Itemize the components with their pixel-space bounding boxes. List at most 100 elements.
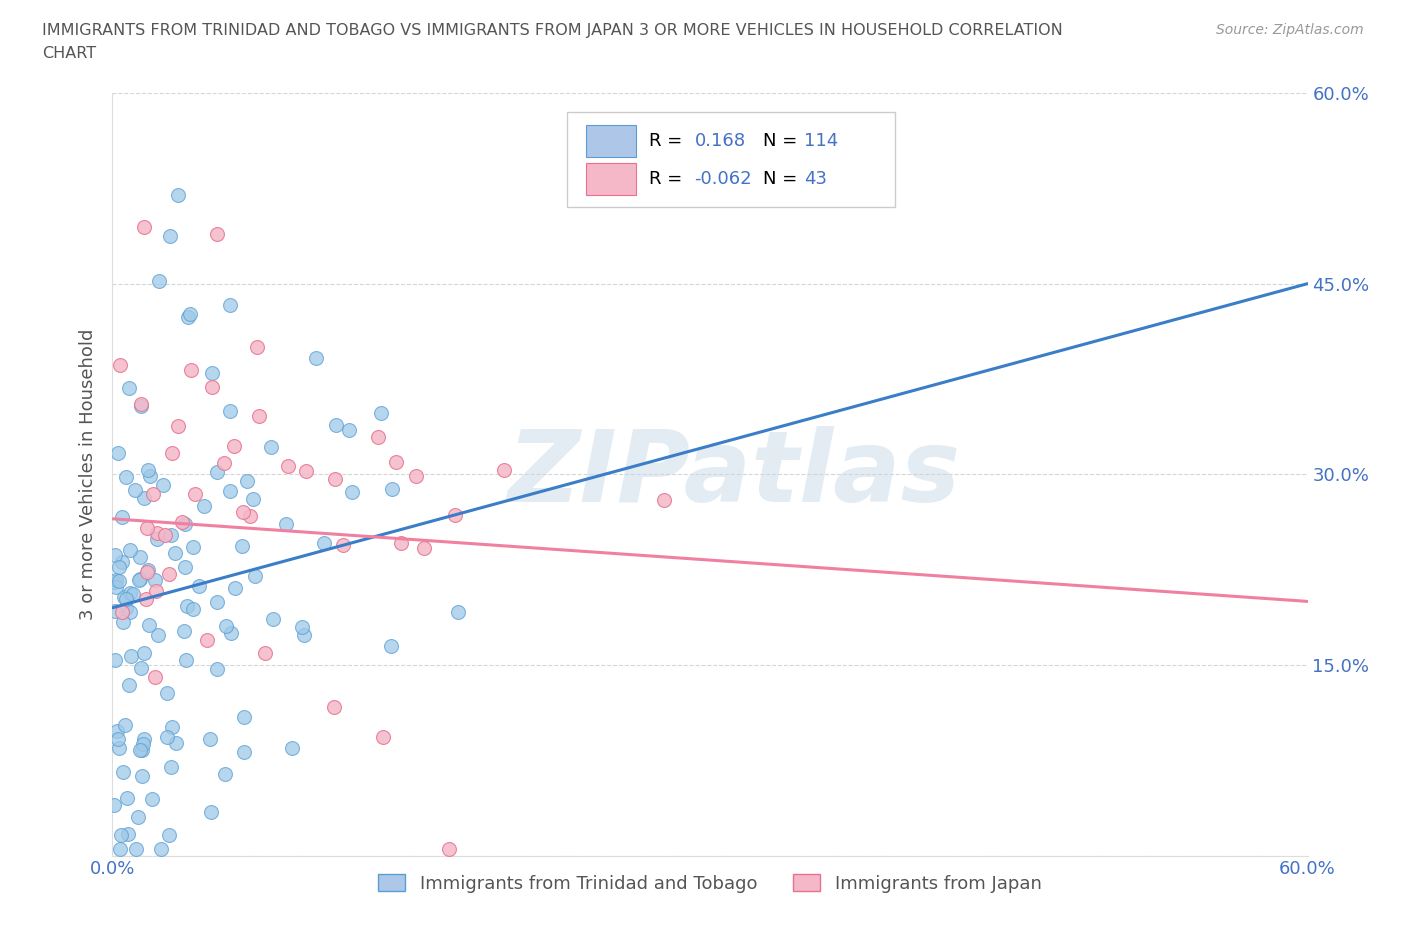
Point <box>120 542 142 557</box>
Point <box>367 430 389 445</box>
Point <box>312 536 335 551</box>
Text: R =: R = <box>650 132 682 150</box>
Point <box>176 598 198 613</box>
Point <box>262 612 284 627</box>
Text: -0.062: -0.062 <box>695 170 752 188</box>
Point <box>146 531 169 546</box>
Point <box>239 509 262 524</box>
Point <box>254 645 277 660</box>
Point <box>104 604 127 618</box>
Point <box>205 464 228 479</box>
Point <box>277 458 299 473</box>
Point <box>304 351 326 365</box>
Point <box>174 517 197 532</box>
Point <box>292 628 315 643</box>
Point <box>138 618 160 632</box>
Point <box>177 310 200 325</box>
Text: ZIPatlas: ZIPatlas <box>508 426 960 523</box>
Point <box>174 560 197 575</box>
Point <box>188 578 211 593</box>
Point <box>339 422 361 437</box>
Point <box>107 445 129 460</box>
Point <box>332 538 354 552</box>
Point <box>131 398 153 413</box>
Point <box>107 741 129 756</box>
Point <box>167 187 190 202</box>
Point <box>131 743 153 758</box>
Point <box>219 298 242 312</box>
Point <box>193 498 215 513</box>
Point <box>156 685 179 700</box>
Point <box>114 718 136 733</box>
Point <box>342 485 364 499</box>
Text: 114: 114 <box>804 132 839 150</box>
Point <box>117 790 139 805</box>
Point <box>160 527 183 542</box>
Text: N =: N = <box>762 170 797 188</box>
Point <box>381 481 404 496</box>
Point <box>233 745 256 760</box>
Point <box>205 594 228 609</box>
Point <box>122 586 145 601</box>
Point <box>181 602 204 617</box>
Point <box>128 743 150 758</box>
Point <box>142 486 165 501</box>
Point <box>136 563 159 578</box>
Point <box>160 445 183 460</box>
Point <box>131 769 153 784</box>
Point <box>413 540 436 555</box>
Point <box>117 677 139 692</box>
Point <box>323 699 346 714</box>
Point <box>163 545 186 560</box>
FancyBboxPatch shape <box>567 113 896 207</box>
Point <box>179 307 201 322</box>
Point <box>125 842 148 857</box>
Point <box>195 632 218 647</box>
Point <box>380 639 402 654</box>
Point <box>153 528 176 543</box>
Point <box>115 600 138 615</box>
Text: 0.168: 0.168 <box>695 132 745 150</box>
Point <box>437 842 460 857</box>
Point <box>166 418 188 433</box>
Point <box>184 486 207 501</box>
Point <box>118 380 141 395</box>
Point <box>157 828 180 843</box>
Point <box>105 724 128 738</box>
Point <box>173 623 195 638</box>
Y-axis label: 3 or more Vehicles in Household: 3 or more Vehicles in Household <box>79 328 97 620</box>
Point <box>215 619 238 634</box>
Point <box>201 380 224 395</box>
Point <box>146 628 169 643</box>
Point <box>221 626 243 641</box>
Point <box>260 440 283 455</box>
Point <box>132 731 155 746</box>
Point <box>107 731 129 746</box>
Point <box>115 470 138 485</box>
Point <box>103 798 125 813</box>
Point <box>129 571 152 586</box>
Point <box>111 554 134 569</box>
Point <box>205 227 228 242</box>
Point <box>108 842 131 857</box>
Point <box>135 591 157 606</box>
Point <box>231 538 253 553</box>
Point <box>105 573 128 588</box>
Point <box>447 604 470 619</box>
Point <box>157 566 180 581</box>
Point <box>115 591 138 606</box>
Point <box>124 483 146 498</box>
Point <box>384 455 406 470</box>
Point <box>200 731 222 746</box>
Text: R =: R = <box>650 170 682 188</box>
Point <box>148 273 170 288</box>
Point <box>236 473 259 488</box>
Point <box>373 730 395 745</box>
Point <box>224 580 246 595</box>
Point <box>107 574 129 589</box>
Point <box>219 484 242 498</box>
Point <box>233 710 256 724</box>
Point <box>131 661 153 676</box>
Point <box>128 573 150 588</box>
Point <box>110 828 132 843</box>
